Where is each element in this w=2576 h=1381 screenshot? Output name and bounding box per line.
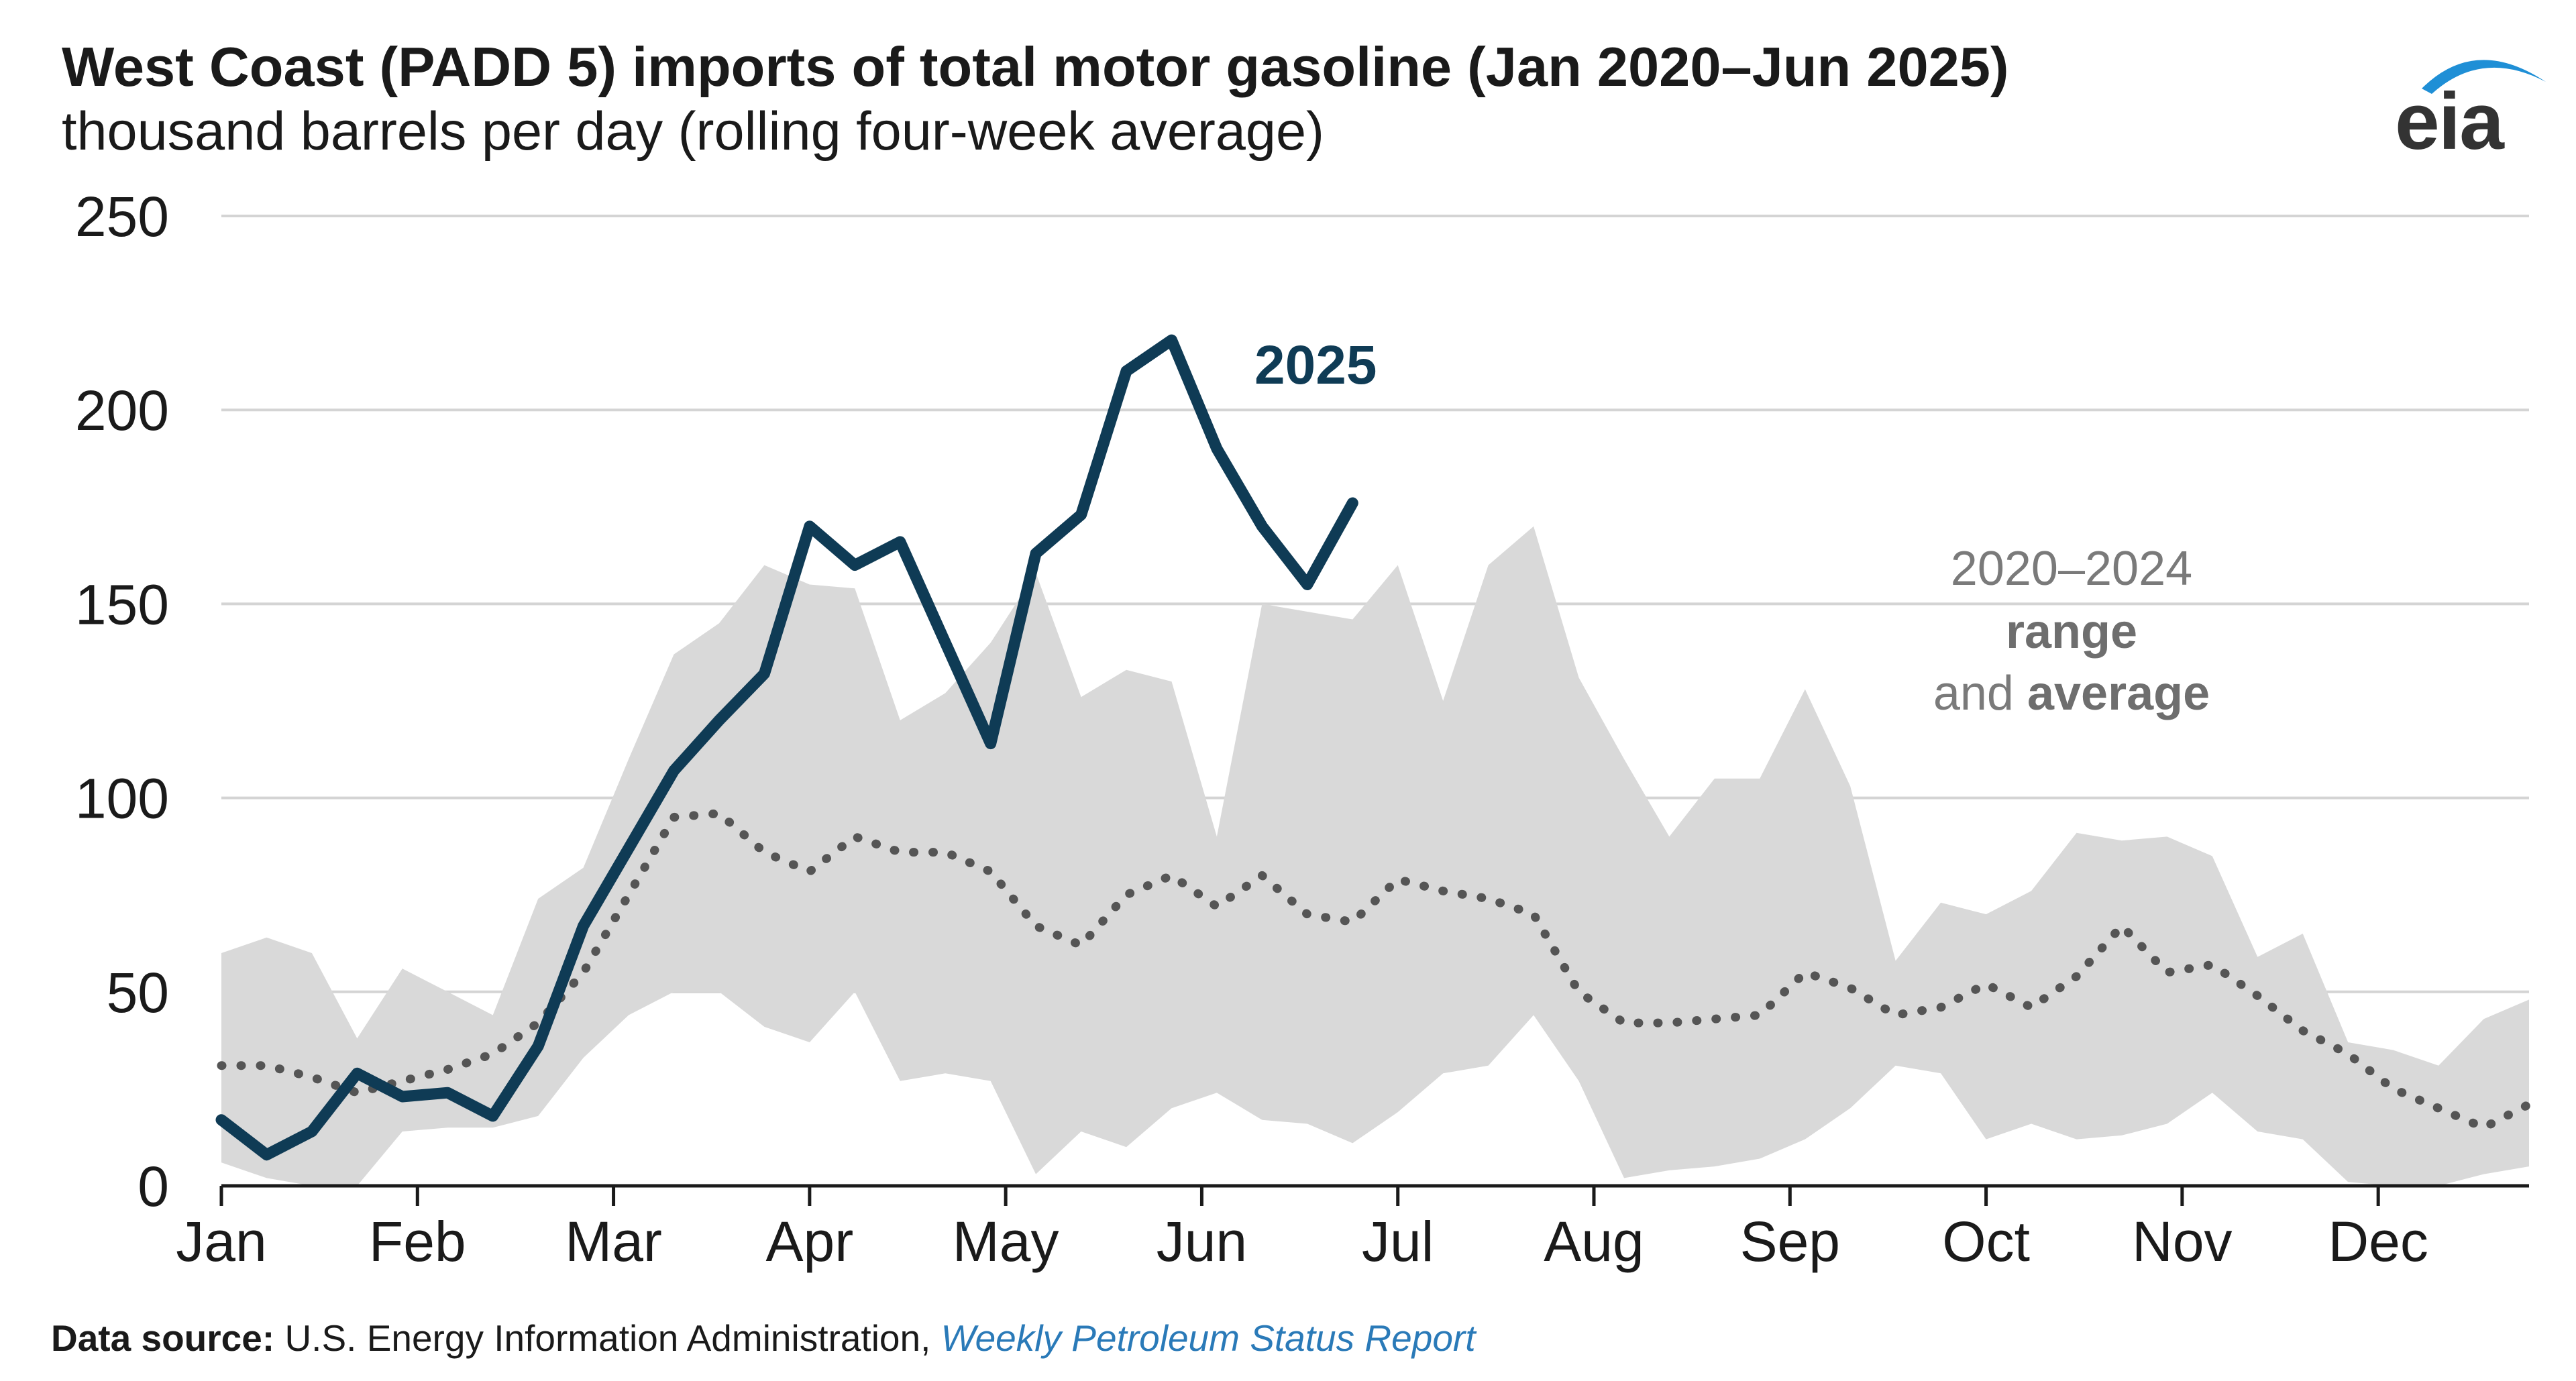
page-subtitle: thousand barrels per day (rolling four-w… (62, 101, 1324, 162)
x-tick-label-dec: Dec (2328, 1210, 2428, 1273)
x-tick-label-sep: Sep (1740, 1210, 1840, 1273)
annotation-average-word: average (2027, 667, 2210, 720)
x-tick-label-jun: Jun (1157, 1210, 1247, 1273)
x-tick-label-jan: Jan (176, 1210, 266, 1273)
line-chart: 0 50 100 150 200 250 Jan Feb Mar Apr May Jun Jul Aug S… (75, 185, 2534, 1273)
x-tick-label-may: May (953, 1210, 1059, 1273)
x-tick-label-jul: Jul (1362, 1210, 1434, 1273)
y-tick-label-50: 50 (107, 961, 169, 1024)
range-band (221, 526, 2529, 1186)
average-line (217, 809, 2534, 1132)
x-tick-label-apr: Apr (766, 1210, 854, 1273)
x-tick-label-nov: Nov (2132, 1210, 2232, 1273)
x-tick-label-oct: Oct (1942, 1210, 2030, 1273)
eia-swoosh-icon (2422, 60, 2546, 94)
annotation-and-average: and average (1933, 667, 2210, 720)
data-source: Data source: U.S. Energy Information Adm… (51, 1317, 1476, 1360)
annotation-2025: 2025 (1254, 335, 1377, 396)
page-title: West Coast (PADD 5) imports of total mot… (62, 36, 2009, 98)
x-tick-label-mar: Mar (565, 1210, 662, 1273)
annotation-and: and (1933, 667, 2027, 720)
annotation-range-years: 2020–2024 (1951, 542, 2192, 596)
x-tick-label-feb: Feb (369, 1210, 466, 1273)
x-tick-label-aug: Aug (1544, 1210, 1644, 1273)
y-tick-label-250: 250 (75, 185, 169, 248)
eia-logo: eia (2395, 42, 2549, 166)
y-tick-label-100: 100 (75, 767, 169, 830)
source-text: U.S. Energy Information Administration, (274, 1317, 941, 1359)
source-label: Data source: (51, 1317, 275, 1359)
y-tick-label-150: 150 (75, 573, 169, 636)
line-2025 (215, 334, 1358, 1161)
source-link[interactable]: Weekly Petroleum Status Report (941, 1317, 1476, 1359)
logo-text: eia (2395, 76, 2504, 166)
y-tick-label-0: 0 (138, 1155, 169, 1218)
y-tick-label-200: 200 (75, 379, 169, 442)
annotation-range-word: range (2006, 605, 2137, 659)
